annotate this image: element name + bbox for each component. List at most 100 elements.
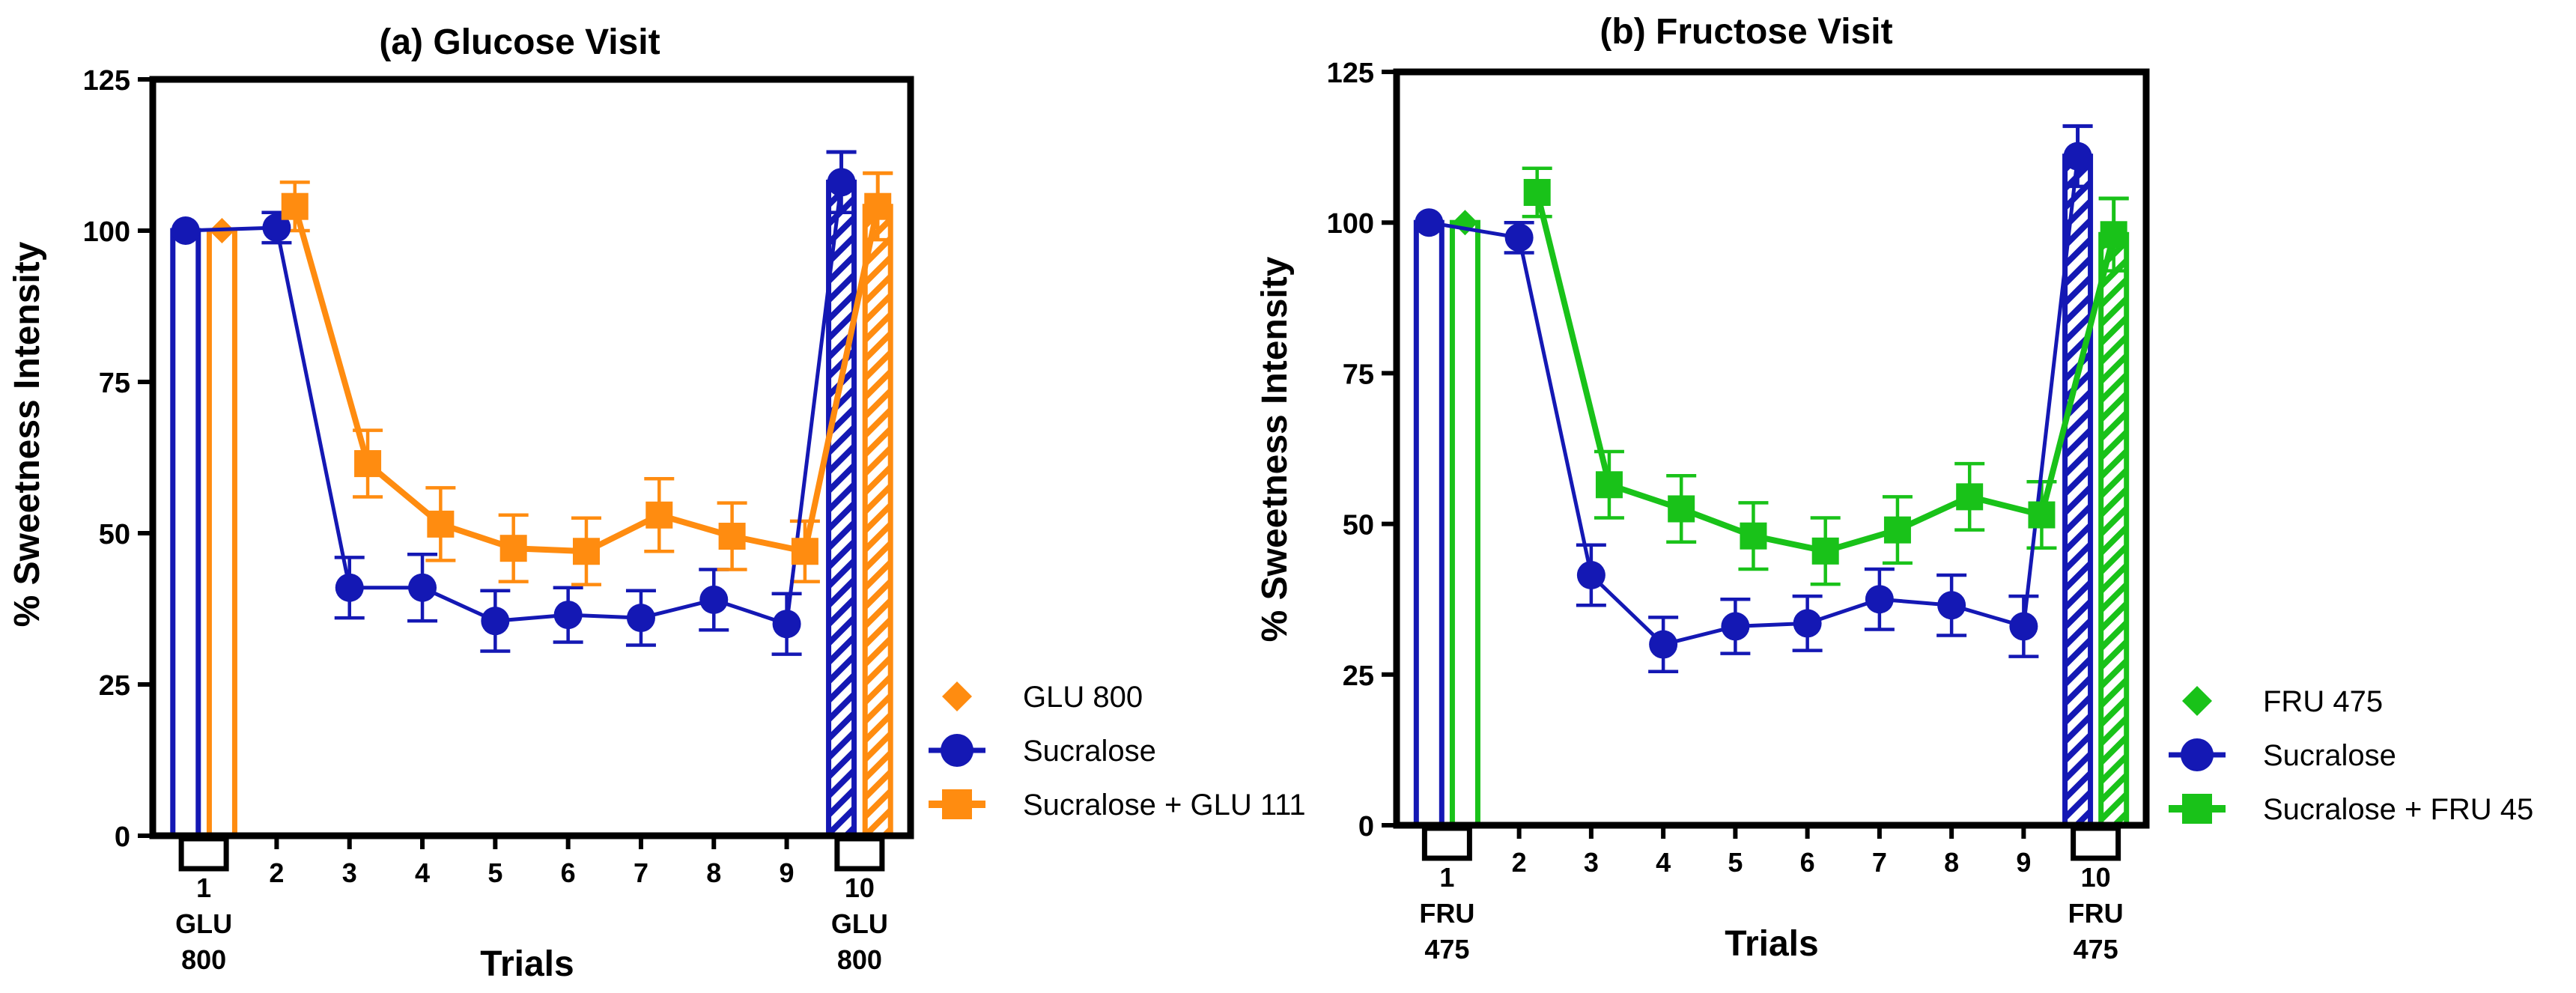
x-tick-label: 475 [1424,934,1469,965]
data-point [1883,516,1911,544]
bar [170,228,201,839]
chart-title: (a) Glucose Visit [379,22,660,62]
x-tick-label: 4 [415,857,430,888]
data-point [354,450,382,478]
bar [2062,154,2094,828]
data-point [2100,221,2127,249]
legend-label: GLU 800 [1023,681,1143,714]
legend-marker [941,734,973,767]
data-point [1415,208,1444,237]
y-tick-label: 50 [99,519,130,550]
data-point [1668,495,1695,523]
x-tick-label: 5 [1728,847,1743,878]
y-tick-label: 125 [83,65,130,97]
x-tick-label: 6 [1800,847,1815,878]
y-tick-label: 75 [1343,359,1374,390]
x-tick-box [1421,825,1472,861]
y-axis-label: % Sweetness Intensity [7,241,47,627]
y-tick-label: 50 [1343,510,1374,541]
data-point [699,585,729,614]
x-tick-label: 800 [837,944,882,975]
series-line [1534,192,2117,554]
plot-frame [149,76,914,839]
data-point [481,607,510,636]
x-tick-label: 5 [487,857,502,888]
data-point [335,573,364,602]
x-tick-box [2071,825,2121,861]
x-tick-label: 7 [1872,847,1887,878]
x-tick-label: 800 [181,944,226,975]
y-tick-label: 0 [115,822,130,853]
y-tick-label: 25 [99,670,130,702]
x-tick-label: 3 [1584,847,1599,878]
chart-title: (b) Fructose Visit [1600,12,1892,52]
x-tick-label: 6 [561,857,576,888]
x-tick-label: 2 [1512,847,1527,878]
bar [826,179,857,839]
data-point [262,213,291,242]
bar [206,228,237,839]
legend-label: Sucralose [2263,739,2396,772]
y-tick-label: 75 [99,368,130,399]
x-tick-box [178,836,229,872]
legend-marker [942,681,972,711]
legend-marker [2182,794,2212,824]
data-point [1649,630,1678,659]
legend-label: FRU 475 [2263,685,2383,718]
bar [2098,231,2130,828]
x-tick-label: GLU [175,908,232,939]
data-point [864,192,892,220]
x-tick-label: FRU [1419,898,1474,929]
x-tick-label: 10 [2081,862,2111,893]
plot-frame [1393,68,2150,829]
x-tick-label: GLU [831,908,888,939]
series-line [1428,156,2080,647]
chart-panel-fructose: (b) Fructose Visit % Sweetness Intensity… [1255,12,2533,965]
x-tick-label: 9 [2016,847,2031,878]
legend-label: Sucralose [1023,735,1156,768]
x-tick-label: 4 [1656,847,1671,878]
legend-label: Sucralose + FRU 45 [2263,793,2533,826]
x-tick-label: 475 [2074,934,2118,965]
data-point [1937,591,1966,620]
data-point [1740,522,1767,550]
data-point [718,523,746,550]
data-point [1956,483,1984,511]
y-tick-label: 125 [1327,58,1374,89]
plot-area: 0 25 50 75 100 125 1 GLU 800 2 3 4 5 6 7 8 9 10 GLU 800 [83,65,914,975]
x-tick-label: 1 [196,872,211,903]
x-tick-box [834,836,885,872]
x-tick-label: 1 [1439,862,1454,893]
data-point [427,510,455,538]
data-point [1595,471,1623,499]
data-point [1811,537,1839,565]
x-tick-label: 7 [634,857,648,888]
bar [862,204,893,839]
legend: GLU 800 Sucralose Sucralose + GLU 111 [929,681,1306,822]
bar [1449,219,1480,828]
x-tick-label: FRU [2068,898,2124,929]
data-point [499,535,527,562]
data-point [2063,142,2092,171]
y-tick-label: 0 [1358,811,1374,842]
x-tick-label: 8 [706,857,721,888]
x-tick-label: 10 [845,872,875,903]
x-tick-label: 9 [780,857,795,888]
x-axis-label: Trials [480,944,574,984]
bar [1413,219,1445,828]
data-point [408,573,437,602]
data-point [772,610,801,639]
data-point [2028,501,2056,529]
y-tick-label: 100 [83,216,130,248]
data-point [791,538,818,565]
legend-marker [942,789,972,819]
y-axis-label: % Sweetness Intensity [1255,256,1295,642]
legend-marker [2182,686,2212,716]
data-point [2009,612,2038,641]
series-line [185,182,844,626]
data-point [626,604,655,633]
data-point [572,538,600,565]
plot-area: 0 25 50 75 100 125 1 FRU 475 2 3 4 5 6 7 8 9 10 FRU 475 [1327,58,2150,965]
data-point [1721,612,1750,641]
